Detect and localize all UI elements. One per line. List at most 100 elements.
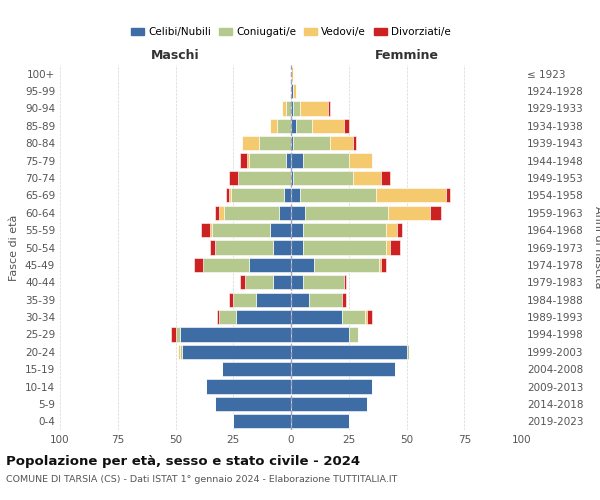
Bar	[291, 66, 293, 81]
Bar	[217, 310, 220, 324]
Bar	[270, 118, 277, 133]
Bar	[293, 102, 300, 116]
Bar	[280, 206, 291, 220]
Bar	[349, 154, 372, 168]
Bar	[242, 136, 259, 150]
Bar	[240, 275, 245, 289]
Bar	[381, 258, 386, 272]
Bar	[379, 258, 381, 272]
Bar	[250, 154, 286, 168]
Bar	[397, 223, 402, 237]
Bar	[182, 344, 291, 359]
Bar	[302, 240, 386, 254]
Bar	[293, 136, 330, 150]
Bar	[291, 118, 296, 133]
Legend: Celibi/Nubili, Coniugati/e, Vedovi/e, Divorziati/e: Celibi/Nubili, Coniugati/e, Vedovi/e, Di…	[127, 23, 455, 41]
Bar	[342, 292, 346, 307]
Bar	[220, 206, 224, 220]
Bar	[210, 223, 212, 237]
Bar	[206, 380, 291, 394]
Bar	[302, 275, 344, 289]
Bar	[291, 136, 293, 150]
Bar	[233, 292, 256, 307]
Bar	[284, 188, 291, 202]
Bar	[386, 223, 397, 237]
Bar	[291, 240, 302, 254]
Bar	[330, 136, 353, 150]
Bar	[291, 397, 367, 411]
Bar	[291, 310, 342, 324]
Bar	[270, 223, 291, 237]
Y-axis label: Anni di nascita: Anni di nascita	[593, 206, 600, 289]
Bar	[291, 362, 395, 376]
Bar	[180, 328, 291, 342]
Bar	[291, 102, 293, 116]
Bar	[291, 84, 293, 98]
Bar	[302, 154, 349, 168]
Bar	[291, 223, 302, 237]
Bar	[300, 102, 328, 116]
Bar	[240, 154, 247, 168]
Bar	[376, 188, 446, 202]
Bar	[291, 380, 372, 394]
Bar	[272, 275, 291, 289]
Y-axis label: Fasce di età: Fasce di età	[10, 214, 19, 280]
Bar	[310, 292, 342, 307]
Bar	[293, 171, 353, 185]
Bar	[365, 310, 367, 324]
Bar	[291, 154, 302, 168]
Bar	[353, 171, 381, 185]
Bar	[272, 240, 291, 254]
Bar	[256, 292, 291, 307]
Bar	[344, 275, 346, 289]
Bar	[176, 328, 180, 342]
Bar	[300, 188, 376, 202]
Bar	[381, 171, 391, 185]
Bar	[291, 171, 293, 185]
Bar	[236, 310, 291, 324]
Bar	[194, 258, 203, 272]
Bar	[302, 223, 386, 237]
Bar	[224, 206, 280, 220]
Bar	[386, 240, 391, 254]
Bar	[312, 118, 344, 133]
Bar	[238, 171, 291, 185]
Text: Popolazione per età, sesso e stato civile - 2024: Popolazione per età, sesso e stato civil…	[6, 455, 360, 468]
Bar	[215, 206, 220, 220]
Bar	[291, 206, 305, 220]
Bar	[201, 223, 210, 237]
Bar	[391, 240, 400, 254]
Bar	[277, 118, 291, 133]
Text: Femmine: Femmine	[374, 48, 439, 62]
Bar	[220, 310, 236, 324]
Bar	[291, 328, 349, 342]
Bar	[291, 258, 314, 272]
Text: Maschi: Maschi	[151, 48, 200, 62]
Bar	[259, 136, 291, 150]
Bar	[215, 397, 291, 411]
Text: COMUNE DI TARSIA (CS) - Dati ISTAT 1° gennaio 2024 - Elaborazione TUTTITALIA.IT: COMUNE DI TARSIA (CS) - Dati ISTAT 1° ge…	[6, 475, 397, 484]
Bar	[250, 258, 291, 272]
Bar	[296, 118, 312, 133]
Bar	[291, 344, 407, 359]
Bar	[314, 258, 379, 272]
Bar	[305, 206, 388, 220]
Bar	[215, 240, 272, 254]
Bar	[407, 344, 409, 359]
Bar	[430, 206, 441, 220]
Bar	[210, 240, 215, 254]
Bar	[291, 188, 300, 202]
Bar	[229, 292, 233, 307]
Bar	[342, 310, 365, 324]
Bar	[212, 223, 270, 237]
Bar	[203, 258, 250, 272]
Bar	[388, 206, 430, 220]
Bar	[229, 171, 238, 185]
Bar	[286, 154, 291, 168]
Bar	[282, 102, 286, 116]
Bar	[446, 188, 451, 202]
Bar	[245, 275, 272, 289]
Bar	[291, 275, 302, 289]
Bar	[222, 362, 291, 376]
Bar	[171, 328, 176, 342]
